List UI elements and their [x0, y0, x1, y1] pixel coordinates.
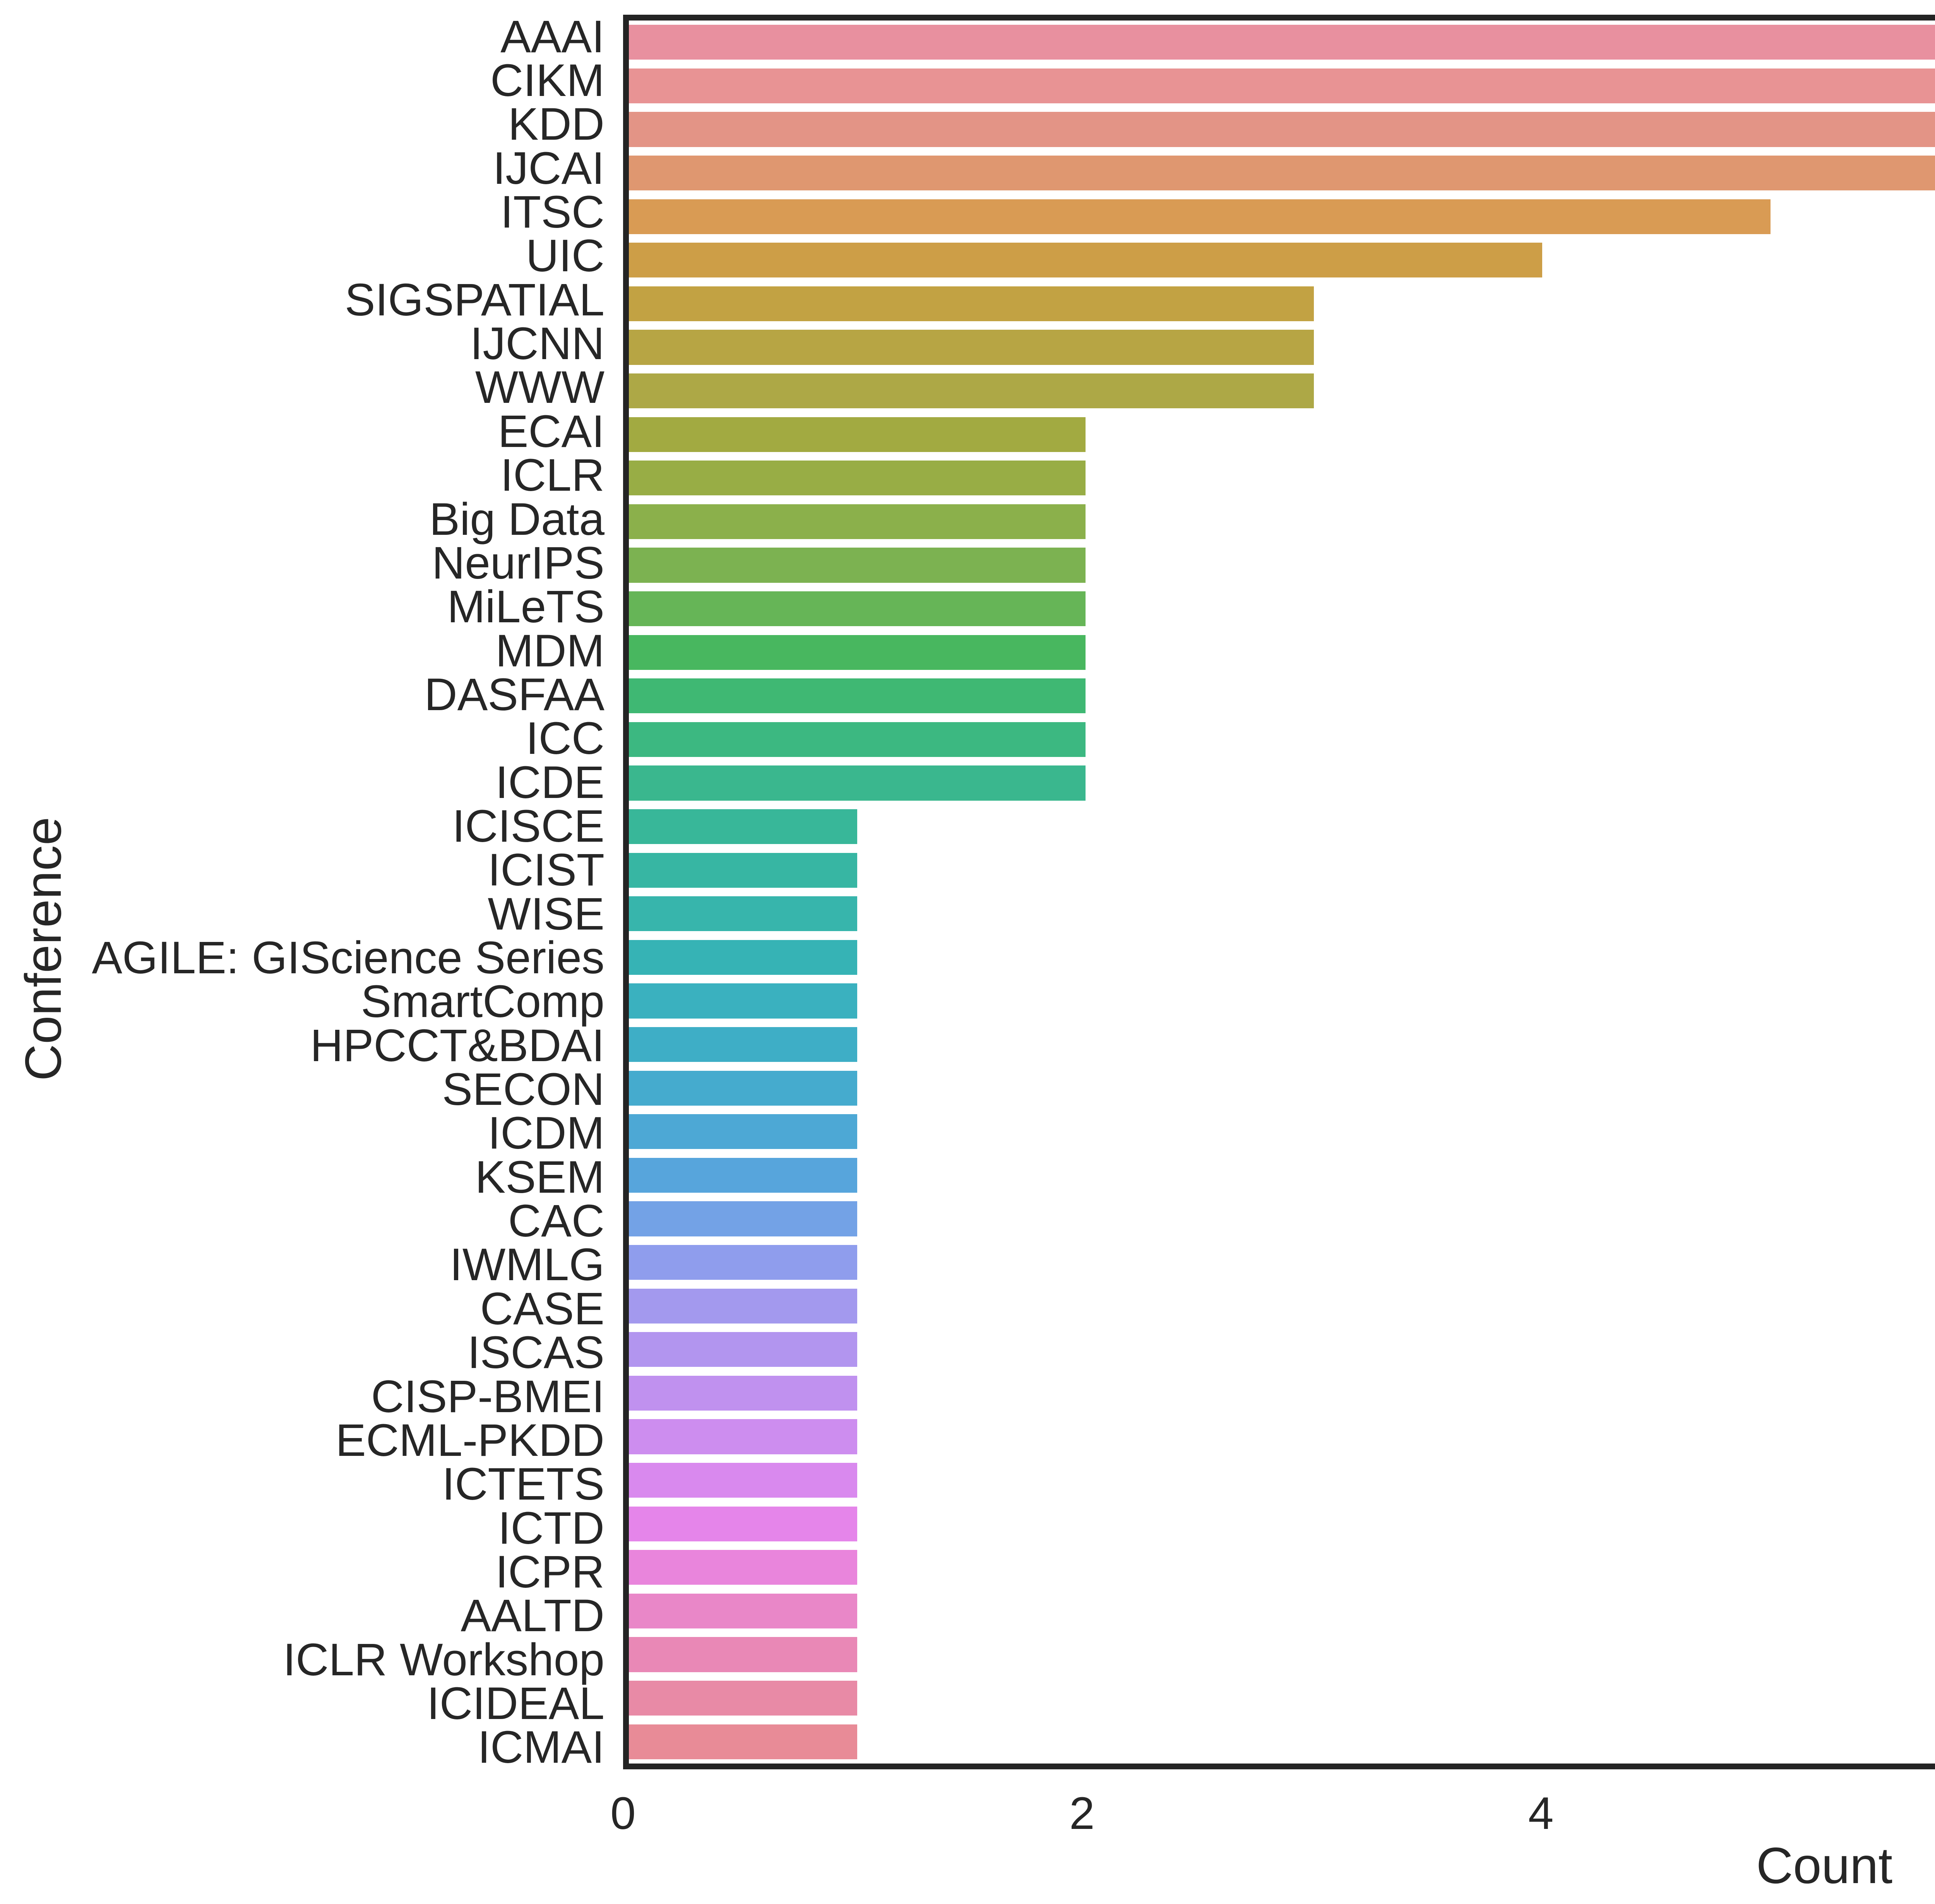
y-tick-label: AALTD — [461, 1590, 604, 1642]
bar-ksem — [629, 1157, 858, 1193]
y-tick-labels: AAAI CIKM KDD IJCAI ITSC UIC SIGSPATIAL IJCNN WW… — [0, 11, 605, 1773]
y-tick-label: MDM — [495, 625, 604, 676]
bar-icideal — [629, 1681, 858, 1716]
y-tick-label: CISP-BMEI — [371, 1371, 604, 1422]
bar-ecai — [629, 417, 1086, 452]
y-tick-label: SECON — [442, 1064, 604, 1115]
bar-icc — [629, 722, 1086, 757]
bar-ijcnn — [629, 330, 1314, 365]
bar-aaltd — [629, 1593, 858, 1628]
x-tick-labels: 0246810 — [610, 1769, 1935, 1870]
bar-milets — [629, 591, 1086, 627]
bar-sigspatial — [629, 286, 1314, 321]
bar-mdm — [629, 635, 1086, 670]
y-tick-label: Big Data — [429, 493, 604, 545]
y-tick-label: SmartComp — [361, 976, 604, 1027]
y-tick-label: IWMLG — [450, 1239, 604, 1291]
bar-ictd — [629, 1506, 858, 1541]
bar-neurips — [629, 548, 1086, 583]
y-tick-label: ECML-PKDD — [336, 1414, 604, 1466]
bar-itsc — [629, 199, 1771, 234]
bar-icist — [629, 853, 858, 888]
x-tick-label: 0 — [610, 1788, 636, 1839]
y-tick-label: SIGSPATIAL — [344, 274, 604, 325]
bar-iclr-workshop — [629, 1637, 858, 1672]
y-tick-label: ITSC — [500, 187, 604, 238]
bar-iclr — [629, 461, 1086, 496]
y-tick-label: KDD — [508, 99, 604, 150]
x-tick-label: 2 — [1069, 1788, 1095, 1839]
y-tick-label: ISCAS — [467, 1327, 604, 1378]
y-tick-label: AAAI — [500, 11, 604, 62]
y-tick-label: WWW — [475, 362, 604, 413]
y-tick-label: ICISCE — [452, 800, 604, 852]
y-tick-label: ICLR Workshop — [283, 1634, 604, 1685]
y-tick-label: AGILE: GIScience Series — [92, 932, 604, 984]
bar-kdd — [629, 112, 1935, 147]
bar-cikm — [629, 68, 1935, 103]
bar-icde — [629, 765, 1086, 801]
bar-icisce — [629, 809, 858, 844]
y-tick-label: ICLR — [500, 450, 604, 501]
y-tick-label: MiLeTS — [447, 581, 604, 633]
y-tick-label: IJCAI — [493, 142, 605, 194]
bar-icpr — [629, 1550, 858, 1585]
y-tick-label: ICTD — [498, 1502, 604, 1554]
bar-smartcomp — [629, 983, 858, 1019]
y-tick-label: IJCNN — [470, 318, 604, 370]
y-tick-label: DASFAA — [424, 669, 604, 720]
bar-ecml-pkdd — [629, 1419, 858, 1454]
y-tick-label: KSEM — [475, 1151, 604, 1203]
bar-cac — [629, 1201, 858, 1236]
bar-big-data — [629, 504, 1086, 539]
y-tick-label: ICIDEAL — [426, 1678, 604, 1729]
x-axis-title: Count — [1756, 1837, 1893, 1894]
y-tick-label: NeurIPS — [432, 537, 604, 589]
bar-iscas — [629, 1332, 858, 1367]
y-tick-label: HPCCT&BDAI — [310, 1020, 604, 1071]
bar-ictets — [629, 1463, 858, 1498]
y-tick-label: CIKM — [490, 55, 604, 106]
bar-dasfaa — [629, 678, 1086, 714]
bar-case — [629, 1288, 858, 1324]
y-tick-label: ECAI — [498, 406, 604, 457]
bar-hpcct-bdai — [629, 1027, 858, 1062]
bar-aaai — [629, 25, 1935, 60]
y-tick-label: CAC — [508, 1195, 604, 1247]
y-tick-label: ICPR — [495, 1546, 604, 1598]
bar-wise — [629, 896, 858, 931]
x-tick-label: 4 — [1528, 1788, 1554, 1839]
y-tick-label: UIC — [526, 230, 604, 282]
y-tick-label: ICIST — [488, 844, 604, 896]
bar-uic — [629, 243, 1543, 278]
bar-secon — [629, 1070, 858, 1106]
bar-www — [629, 373, 1314, 409]
bar-icdm — [629, 1114, 858, 1149]
bar-cisp-bmei — [629, 1375, 858, 1411]
y-tick-label: CASE — [480, 1283, 604, 1334]
bar-agile-giscience-series — [629, 940, 858, 975]
y-tick-label: WISE — [488, 888, 604, 940]
y-tick-label: ICC — [526, 713, 604, 764]
y-tick-label: ICDM — [488, 1108, 604, 1159]
y-tick-label: ICDE — [495, 757, 604, 808]
bar-ijcai — [629, 156, 1935, 191]
bars-container — [629, 21, 1935, 1764]
y-tick-label: ICTETS — [442, 1459, 604, 1510]
y-tick-label: ICMAI — [478, 1722, 604, 1773]
plot-area — [623, 15, 1935, 1769]
bar-icmai — [629, 1724, 858, 1759]
bar-iwmlg — [629, 1245, 858, 1280]
